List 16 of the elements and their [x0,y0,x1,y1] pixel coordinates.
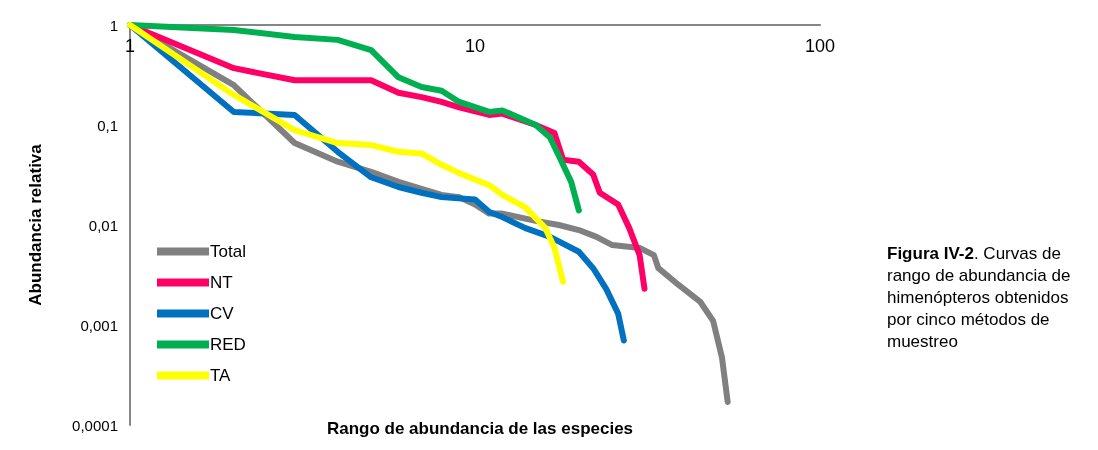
y-tick-label: 0,0001 [72,416,118,434]
y-tick-label: 0,1 [97,116,118,134]
x-tick-label: 100 [804,36,836,56]
legend-label: CV [210,304,235,323]
y-tick-label: 0,001 [80,316,118,334]
legend-label: RED [210,335,246,354]
y-axis-title: Abundancia relativa [26,143,45,306]
legend-label: Total [210,242,246,261]
legend-label: TA [210,366,232,385]
legend-label: NT [210,273,233,292]
text: Figura IV-2. Curvas de rango de abundancia de himenópteros obtenidos por cinco métodos de muestreo [887,243,1072,353]
y-tick-label: 0,01 [88,216,118,234]
y-tick-label: 1 [109,16,118,34]
x-tick-label: 10 [464,36,486,56]
x-tick-label: 1 [124,36,136,56]
x-axis-title: Rango de abundancia de las especies [326,419,634,438]
